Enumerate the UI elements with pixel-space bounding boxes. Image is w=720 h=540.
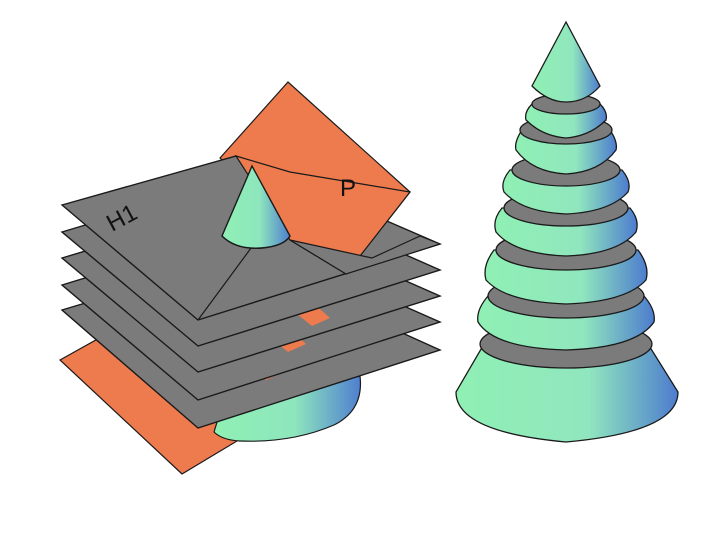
left-sectioned-cone-group: P H1	[58, 81, 443, 475]
plane-p-label: P	[340, 175, 356, 202]
cone-top	[531, 20, 601, 103]
horizontal-plane-1-right	[289, 235, 442, 275]
frustum-7	[455, 343, 679, 443]
right-stacked-cone	[455, 20, 679, 443]
cone-tip-base	[221, 235, 291, 249]
cone-base-lower	[213, 375, 362, 442]
section-line-top	[197, 243, 255, 321]
